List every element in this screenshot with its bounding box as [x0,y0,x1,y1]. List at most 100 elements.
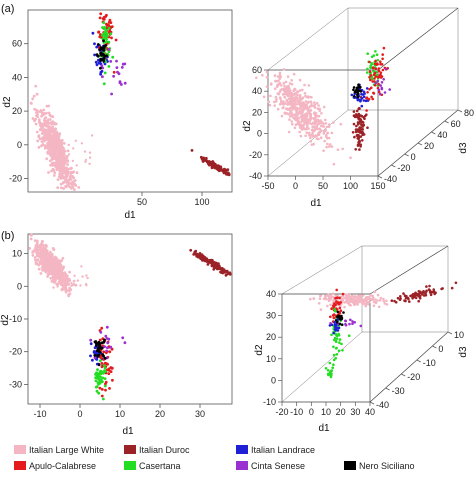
panel-a-3d-point [280,114,284,118]
panel-b-2d-point [106,346,109,350]
panel-a-2d-point [62,141,66,145]
panel-a-3d-point [286,75,290,78]
panel-b-3d-point [334,297,337,300]
panel-b-2d-point [193,250,197,254]
panel-a-3d-point [327,136,331,140]
panel-a-3d-point [379,60,382,63]
panel-a-3d-ztick [457,109,463,113]
legend-label: Italian Duroc [139,445,190,455]
panel-b-2d-ytick-label: -30 [9,379,22,389]
panel-a-3d-point [290,92,294,95]
panel-a-3d-ytick-label: -20 [249,150,262,160]
panel-a-3d-point [314,113,317,117]
legend-swatch [236,461,248,470]
panel-b-2d-point [64,286,68,290]
panel-a-2d-point [219,166,223,170]
panel-a-3d-point [273,104,277,107]
panel-a-2d-point [67,143,71,147]
panel-b-2d-point [54,265,58,269]
panel-b-3d-ztick [432,345,437,349]
panel-a-2d-point [37,118,41,121]
panel-a-2d-point [64,185,68,189]
panel-b-3d-point [369,293,373,297]
panel-a-2d-point [67,153,71,156]
panel-b-3d-point [415,293,419,297]
panel-b-2d-ylabel: d2 [0,314,11,326]
panel-a-3d-ytick-label: 20 [252,107,262,117]
panel-a-3d-point [317,133,321,137]
panel-b-2d-point [93,346,97,350]
panel-a-2d-point [102,39,105,43]
panel-a-2d-point [41,128,45,132]
panel-b-3d-point [334,339,338,343]
panel-a-3d-point [294,118,297,121]
panel-a-3d-point [384,67,388,71]
panel-a-3d-ztick-label: -20 [397,163,410,173]
panel-a-3d-point [306,112,309,115]
panel-b-2d-point [103,338,106,342]
panel-a-3d-point [298,95,302,98]
panel-a-3d-point [370,86,373,90]
panel-a-3d-point [291,114,294,117]
panel-b-3d-ztick-label: 10 [454,330,464,340]
panel-b-3d-point [424,293,428,297]
panel-a-3d-point [288,102,291,105]
panel-a-2d-point [50,169,53,173]
panel-b-2d-point [51,256,55,260]
panel-b-2d-point [35,239,39,243]
panel-b-3d-point [407,297,410,301]
legend-label: Italian Landrace [251,445,315,455]
panel-a-3d-point [376,58,380,62]
legend-swatch [124,445,136,454]
panel-b-3d-point [385,299,388,303]
panel-b-2d-point [52,268,56,271]
panel-b-3d-point [347,295,351,298]
panel-a-3d-point [354,130,358,134]
panel-a-3d-point [305,105,309,108]
panel-a-2d-ytick-label: 0 [17,140,22,150]
panel-a-3d-point [262,95,266,99]
panel-a-3d-point [351,131,355,134]
panel-a-3d-point [380,63,384,66]
panel-a-3d-point [294,114,297,118]
panel-a-3d-point [303,92,307,95]
panel-a-3d-ztick [444,120,449,124]
panel-a-3d-point [369,66,372,69]
panel-a-3d-point [277,75,280,78]
panel-a-3d-point [273,74,277,78]
panel-b-2d-ytick-label: 10 [12,249,22,259]
panel-a-3d-point [309,108,312,112]
panel-b-2d-point [36,249,40,252]
panel-a-2d-point [110,92,113,96]
panel-b-3d-point [431,290,435,294]
panel-a-3d-point [355,124,358,128]
panel-b-2d-point [46,275,49,278]
panel-a-3d-point [285,85,289,88]
panel-a-2d-point [214,166,218,170]
panel-a-2d-point [47,111,51,115]
panel-b-3d-point [418,297,422,300]
panel-a-2d-point [47,130,51,134]
panel-a-3d-point [370,95,373,99]
panel-a-2d-point [60,144,63,147]
panel-a-2d-point [96,54,100,58]
legend-label: Italian Large White [29,445,104,455]
panel-a-2d-point [100,64,104,68]
panel-b-3d-point [450,286,454,290]
panel-b-2d-point [205,260,209,263]
panel-b-3d-scatter: -20 -10 0 10 20 30 40-10010203040-40-30-20-100… [254,245,469,434]
panel-a-3d-point [359,135,363,138]
panel-b-2d-point [67,282,71,286]
panel-a-3d-point [368,60,371,64]
panel-b-3d-front-face [281,293,371,403]
panel-a-3d-point [377,69,381,73]
panel-a-3d-point [362,124,365,127]
panel-a-2d-point [105,26,109,30]
panel-a-3d-point [357,143,360,146]
panel-b-2d-point [85,274,88,277]
panel-a-3d-ztick-label: 40 [437,130,447,140]
panel-a-2d-point [36,112,39,116]
panel-b-3d-point [361,302,365,306]
panel-b-3d-point [332,363,335,367]
panel-a-3d-point [275,98,278,101]
